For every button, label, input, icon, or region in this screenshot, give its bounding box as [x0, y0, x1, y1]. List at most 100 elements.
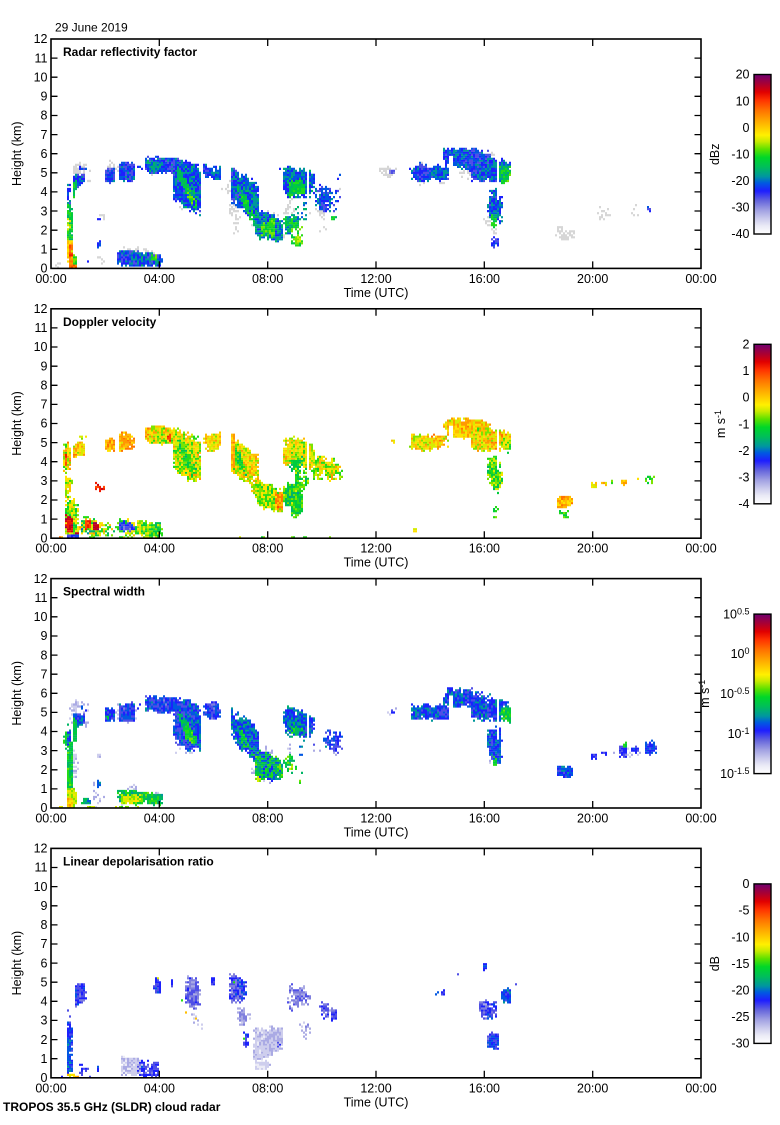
- svg-text:10: 10: [34, 610, 48, 624]
- svg-text:5: 5: [41, 975, 48, 989]
- svg-text:20:00: 20:00: [577, 812, 608, 826]
- svg-text:Height (km): Height (km): [10, 391, 24, 456]
- svg-text:2: 2: [41, 763, 48, 777]
- svg-text:10: 10: [736, 94, 750, 108]
- svg-text:0: 0: [743, 391, 750, 405]
- svg-text:9: 9: [41, 629, 48, 643]
- svg-text:8: 8: [41, 918, 48, 932]
- svg-text:-10: -10: [731, 147, 749, 161]
- svg-text:08:00: 08:00: [252, 542, 283, 556]
- svg-text:3: 3: [41, 204, 48, 218]
- svg-text:0: 0: [41, 801, 48, 815]
- svg-text:0: 0: [743, 121, 750, 135]
- svg-text:Time (UTC): Time (UTC): [344, 556, 409, 570]
- svg-text:-3: -3: [738, 470, 749, 484]
- svg-text:16:00: 16:00: [469, 542, 500, 556]
- svg-text:04:00: 04:00: [144, 542, 175, 556]
- svg-text:1: 1: [743, 364, 750, 378]
- svg-text:1: 1: [41, 1052, 48, 1066]
- svg-text:16:00: 16:00: [469, 272, 500, 286]
- svg-text:-15: -15: [731, 957, 749, 971]
- svg-text:6: 6: [41, 417, 48, 431]
- svg-text:-30: -30: [731, 201, 749, 215]
- svg-text:-2: -2: [738, 444, 749, 458]
- svg-text:00:00: 00:00: [685, 272, 716, 286]
- svg-text:6: 6: [41, 687, 48, 701]
- svg-text:12:00: 12:00: [360, 272, 391, 286]
- svg-text:-20: -20: [731, 983, 749, 997]
- svg-text:5: 5: [41, 166, 48, 180]
- svg-text:00:00: 00:00: [685, 812, 716, 826]
- svg-text:dBz: dBz: [708, 143, 722, 165]
- svg-text:9: 9: [41, 359, 48, 373]
- svg-text:29 June 2019: 29 June 2019: [55, 21, 128, 35]
- svg-text:Height (km): Height (km): [10, 661, 24, 726]
- svg-text:11: 11: [35, 591, 48, 605]
- svg-text:00:00: 00:00: [35, 812, 66, 826]
- svg-text:00:00: 00:00: [35, 272, 66, 286]
- svg-text:10: 10: [34, 340, 48, 354]
- svg-text:04:00: 04:00: [144, 272, 175, 286]
- svg-text:Height (km): Height (km): [10, 931, 24, 996]
- svg-text:7: 7: [41, 937, 48, 951]
- svg-text:8: 8: [41, 109, 48, 123]
- svg-text:1: 1: [41, 512, 48, 526]
- svg-text:00:00: 00:00: [685, 542, 716, 556]
- svg-text:Linear depolarisation ratio: Linear depolarisation ratio: [63, 854, 214, 868]
- svg-text:-10: -10: [731, 930, 749, 944]
- svg-text:3: 3: [41, 474, 48, 488]
- svg-text:11: 11: [35, 51, 48, 65]
- svg-text:04:00: 04:00: [144, 812, 175, 826]
- svg-text:20:00: 20:00: [577, 272, 608, 286]
- svg-text:08:00: 08:00: [252, 272, 283, 286]
- svg-text:1: 1: [41, 242, 48, 256]
- svg-text:2: 2: [41, 223, 48, 237]
- svg-text:7: 7: [41, 128, 48, 142]
- svg-text:2: 2: [41, 493, 48, 507]
- svg-text:12:00: 12:00: [360, 1081, 391, 1095]
- svg-text:1: 1: [41, 782, 48, 796]
- svg-text:6: 6: [41, 956, 48, 970]
- svg-text:Time (UTC): Time (UTC): [344, 1095, 409, 1109]
- svg-text:7: 7: [41, 667, 48, 681]
- svg-text:11: 11: [35, 321, 48, 335]
- svg-text:8: 8: [41, 648, 48, 662]
- svg-text:5: 5: [41, 706, 48, 720]
- svg-text:9: 9: [41, 90, 48, 104]
- svg-text:20:00: 20:00: [577, 542, 608, 556]
- svg-text:-25: -25: [731, 1010, 749, 1024]
- svg-text:0: 0: [41, 262, 48, 276]
- svg-text:12: 12: [34, 32, 48, 46]
- svg-text:12: 12: [34, 572, 48, 586]
- svg-text:00:00: 00:00: [35, 1081, 66, 1095]
- svg-text:16:00: 16:00: [469, 1081, 500, 1095]
- svg-text:Radar reflectivity factor: Radar reflectivity factor: [63, 45, 197, 59]
- svg-text:0: 0: [41, 531, 48, 545]
- svg-text:Doppler velocity: Doppler velocity: [63, 315, 157, 329]
- svg-text:dB: dB: [708, 956, 722, 971]
- svg-text:08:00: 08:00: [252, 812, 283, 826]
- svg-text:12:00: 12:00: [360, 542, 391, 556]
- svg-text:4: 4: [41, 455, 48, 469]
- svg-text:-20: -20: [731, 174, 749, 188]
- svg-text:04:00: 04:00: [144, 1081, 175, 1095]
- svg-text:3: 3: [41, 744, 48, 758]
- svg-text:Height (km): Height (km): [10, 121, 24, 186]
- svg-text:3: 3: [41, 1014, 48, 1028]
- svg-text:Time (UTC): Time (UTC): [344, 826, 409, 840]
- svg-text:-4: -4: [738, 497, 749, 511]
- svg-text:10: 10: [34, 70, 48, 84]
- svg-text:7: 7: [41, 398, 48, 412]
- svg-text:16:00: 16:00: [469, 812, 500, 826]
- svg-text:-5: -5: [738, 904, 749, 918]
- svg-text:Spectral width: Spectral width: [63, 585, 145, 599]
- svg-text:5: 5: [41, 436, 48, 450]
- svg-text:08:00: 08:00: [252, 1081, 283, 1095]
- svg-text:00:00: 00:00: [35, 542, 66, 556]
- svg-text:4: 4: [41, 725, 48, 739]
- svg-text:12: 12: [34, 302, 48, 316]
- svg-text:9: 9: [41, 899, 48, 913]
- svg-text:11: 11: [35, 861, 48, 875]
- svg-text:4: 4: [41, 185, 48, 199]
- svg-text:4: 4: [41, 995, 48, 1009]
